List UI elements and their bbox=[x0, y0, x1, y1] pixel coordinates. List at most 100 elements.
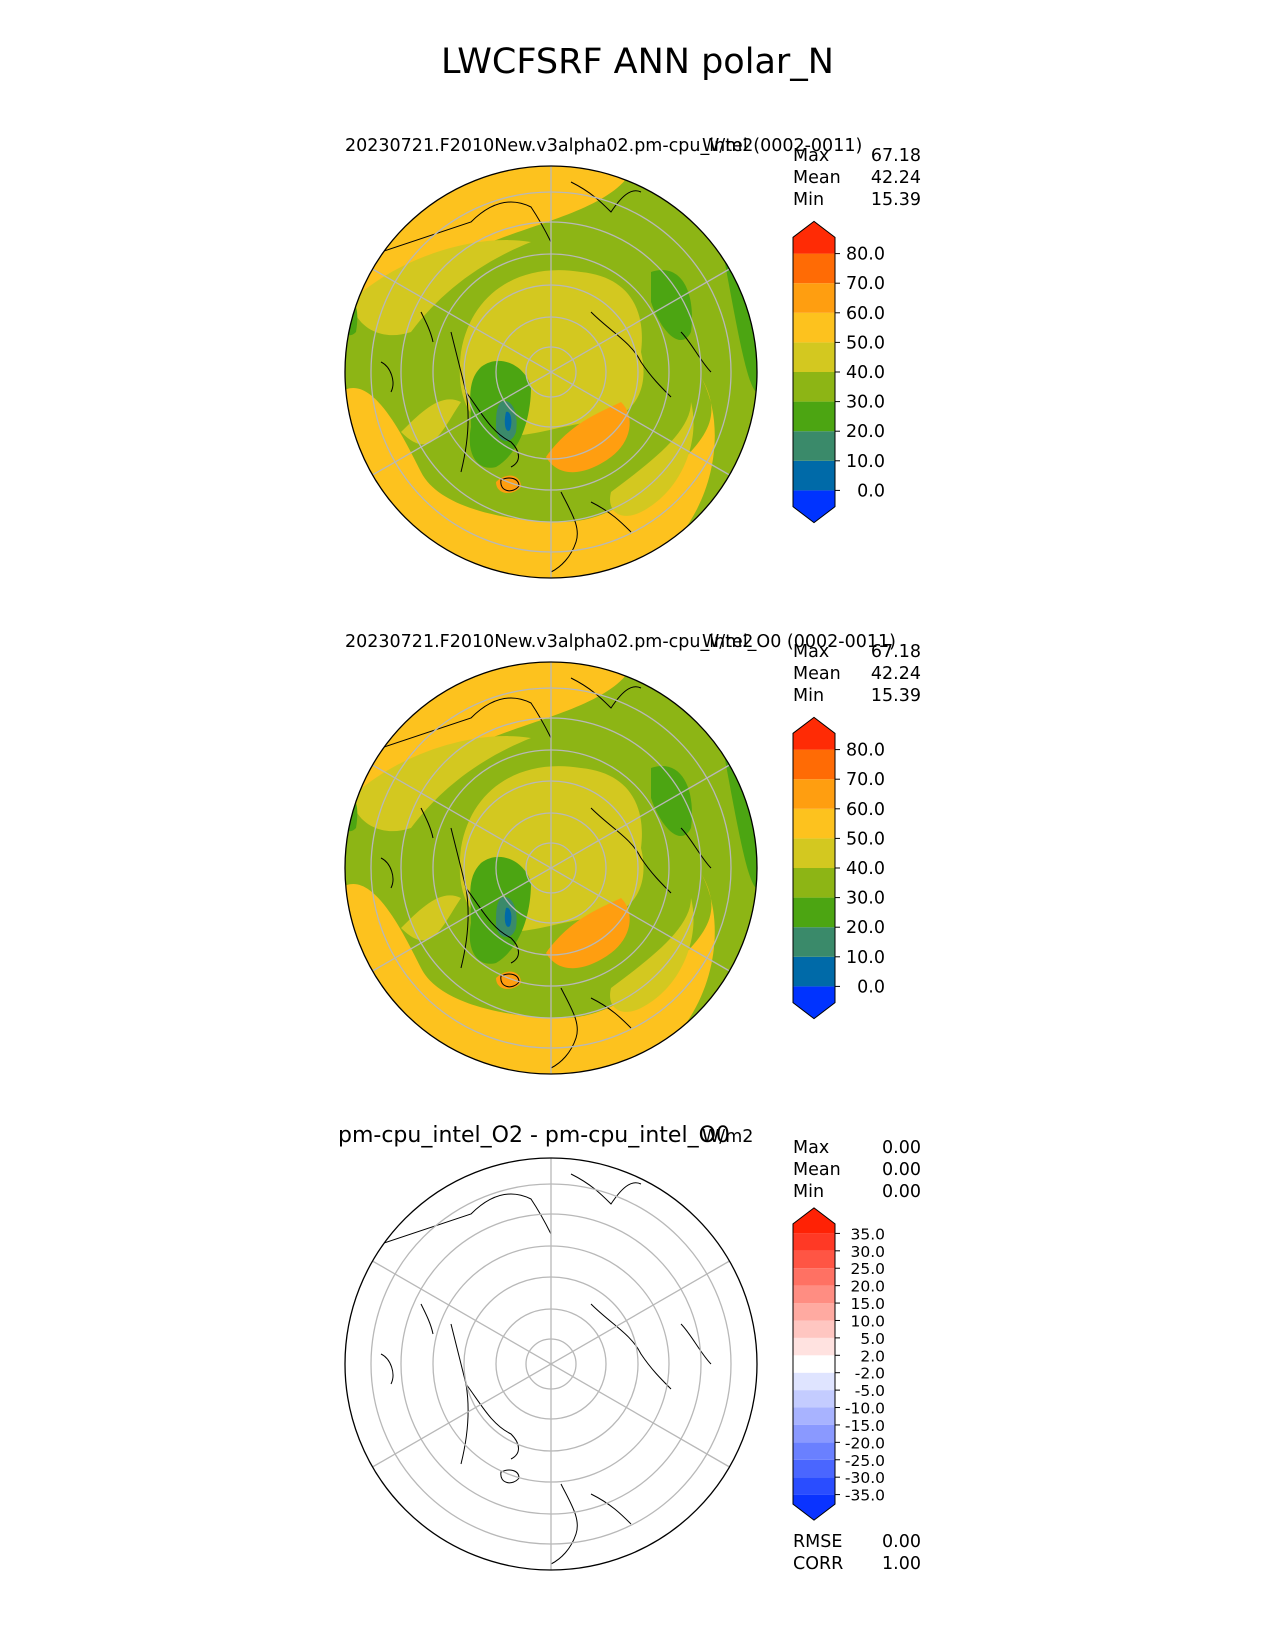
panel-3-colorbar-tick-label: -2.0 bbox=[855, 1365, 885, 1383]
panel-2-colorbar-tick-label: 0.0 bbox=[857, 977, 885, 997]
panel-3-colorbar-swatch bbox=[793, 1285, 835, 1304]
panel-3-metric-rmse-label: RMSE bbox=[793, 1532, 843, 1552]
panel-1-stat-max-value: 67.18 bbox=[870, 146, 921, 166]
panel-3-colorbar-tick-label: 5.0 bbox=[860, 1330, 885, 1348]
panel-2-stat-mean-label: Mean bbox=[793, 664, 841, 684]
panel-2-stat-min-value: 15.39 bbox=[870, 686, 921, 706]
panel-3-colorbar-tick-label: -15.0 bbox=[845, 1417, 885, 1435]
panel-3-colorbar-swatch bbox=[793, 1233, 835, 1251]
figure-title: LWCFSRF ANN polar_N bbox=[441, 42, 834, 82]
panel-2-colorbar-tick-label: 20.0 bbox=[846, 918, 885, 938]
panel-3-colorbar-tick-label: 35.0 bbox=[850, 1225, 885, 1243]
panel-3-colorbar-tick-label: -25.0 bbox=[845, 1452, 885, 1470]
panel-3-colorbar-swatch bbox=[793, 1442, 835, 1460]
panel-1-colorbar-swatch bbox=[793, 342, 835, 372]
panel-3-colorbar-swatch bbox=[793, 1320, 835, 1338]
panel-1-colorbar-outline bbox=[792, 220, 836, 524]
panel-1-map bbox=[344, 165, 758, 579]
panel-3-colorbar-swatch bbox=[793, 1407, 835, 1425]
panel-1-colorbar-tick-label: 40.0 bbox=[846, 363, 885, 383]
panel-2-colorbar-swatch bbox=[793, 717, 835, 750]
panel-3-colorbar: -35.0-30.0-25.0-20.0-15.0-10.0-5.0-2.02.… bbox=[792, 1207, 885, 1521]
panel-3-colorbar-tick-label: -35.0 bbox=[845, 1487, 885, 1505]
panel-1-stat-mean-value: 42.24 bbox=[870, 168, 921, 188]
panel-3-colorbar-swatch bbox=[793, 1477, 835, 1495]
panel-1-colorbar-tick-label: 0.0 bbox=[857, 481, 885, 501]
panel-3-colorbar-swatch bbox=[793, 1459, 835, 1478]
panel-1-colorbar-tick-label: 20.0 bbox=[846, 422, 885, 442]
panel-3-colorbar-tick-label: -10.0 bbox=[845, 1400, 885, 1418]
panel-3-stat-max-label: Max bbox=[793, 1138, 830, 1158]
panel-2-colorbar-tick-label: 50.0 bbox=[846, 829, 885, 849]
panel-1-colorbar-swatch bbox=[793, 312, 835, 343]
panel-2-colorbar-tick-label: 30.0 bbox=[846, 889, 885, 909]
panel-3-colorbar-swatch bbox=[793, 1268, 835, 1286]
panel-1-colorbar-swatch bbox=[793, 460, 835, 491]
panel-1-stat-max-label: Max bbox=[793, 146, 830, 166]
panel-3-metric-corr-label: CORR bbox=[793, 1554, 844, 1574]
panel-2-colorbar-tick-label: 40.0 bbox=[846, 859, 885, 879]
panel-2-colorbar-swatch bbox=[793, 897, 835, 928]
panel-1-colorbar: 0.0 10.0 20.0 30.0 40.0 50.0 60.0 70.0 80.0 bbox=[792, 220, 885, 524]
panel-1-colorbar-tick-label: 70.0 bbox=[846, 274, 885, 294]
panel-3-colorbar-tick-label: -20.0 bbox=[845, 1434, 885, 1452]
panel-3-metric-corr-value: 1.00 bbox=[882, 1554, 921, 1574]
panel-1-title: 20230721.F2010New.v3alpha02.pm-cpu_intel… bbox=[345, 136, 863, 156]
panel-2-colorbar-swatch bbox=[793, 956, 835, 987]
panel-3-colorbar-tick-label: 15.0 bbox=[850, 1295, 885, 1313]
panel-3-colorbar-tick-label: 2.0 bbox=[860, 1347, 885, 1365]
panel-1-colorbar-tick-label: 80.0 bbox=[846, 245, 885, 265]
panel-2-stat-max-label: Max bbox=[793, 642, 830, 662]
panel-3-colorbar-swatch bbox=[793, 1494, 835, 1521]
panel-3-colorbar-outline bbox=[792, 1207, 836, 1521]
panel-2-colorbar-tick-label: 70.0 bbox=[846, 770, 885, 790]
panel-3-colorbar-swatch bbox=[793, 1250, 835, 1269]
panel-1-stat-mean-label: Mean bbox=[793, 168, 841, 188]
panel-3-units: W/m2 bbox=[702, 1127, 754, 1147]
panel-3-stat-min-label: Min bbox=[793, 1182, 825, 1202]
panel-1-colorbar-tick-label: 60.0 bbox=[846, 304, 885, 324]
panel-2-colorbar-swatch bbox=[793, 986, 835, 1019]
panel-2-colorbar-swatch bbox=[793, 838, 835, 868]
panel-1-colorbar-swatch bbox=[793, 431, 835, 461]
panel-1-units: W/m2 bbox=[702, 136, 754, 156]
panel-3-map bbox=[344, 1157, 758, 1571]
panel-2-colorbar-swatch bbox=[793, 927, 835, 957]
panel-1-colorbar-swatch bbox=[793, 221, 835, 254]
panel-1-colorbar-swatch bbox=[793, 283, 835, 313]
panel-1-colorbar-tick-label: 50.0 bbox=[846, 333, 885, 353]
panel-3-stat-min-value: 0.00 bbox=[882, 1182, 921, 1202]
panel-3-colorbar-swatch bbox=[793, 1207, 835, 1234]
panel-1-colorbar-swatch bbox=[793, 401, 835, 432]
panel-1-stat-min-value: 15.39 bbox=[870, 190, 921, 210]
panel-1-colorbar-swatch bbox=[793, 490, 835, 523]
panel-3-colorbar-tick-label: 30.0 bbox=[850, 1243, 885, 1261]
panel-3-colorbar-swatch bbox=[793, 1355, 835, 1373]
panel-2-colorbar-tick-label: 10.0 bbox=[846, 948, 885, 968]
panel-3-colorbar-tick-label: -30.0 bbox=[845, 1469, 885, 1487]
panel-2-colorbar-swatch bbox=[793, 779, 835, 809]
panel-2-stat-mean-value: 42.24 bbox=[870, 664, 921, 684]
panel-2-stat-min-label: Min bbox=[793, 686, 825, 706]
panel-1-colorbar-swatch bbox=[793, 253, 835, 284]
panel-3-colorbar-tick-label: -5.0 bbox=[855, 1382, 885, 1400]
panel-3-colorbar-swatch bbox=[793, 1424, 835, 1443]
panel-3-stat-mean-value: 0.00 bbox=[882, 1160, 921, 1180]
panel-1-colorbar-tick-label: 30.0 bbox=[846, 393, 885, 413]
panel-2-colorbar-swatch bbox=[793, 868, 835, 898]
panel-2-colorbar-tick-label: 80.0 bbox=[846, 741, 885, 761]
panel-2-colorbar: 0.0 10.0 20.0 30.0 40.0 50.0 60.0 70.0 80.0 bbox=[792, 716, 885, 1020]
panel-2-colorbar-swatch bbox=[793, 749, 835, 780]
panel-2-title: 20230721.F2010New.v3alpha02.pm-cpu_intel… bbox=[345, 632, 896, 652]
panel-3-colorbar-tick-label: 10.0 bbox=[850, 1312, 885, 1330]
panel-2-colorbar-outline bbox=[792, 716, 836, 1020]
panel-2-map bbox=[344, 661, 758, 1075]
panel-3-colorbar-swatch bbox=[793, 1390, 835, 1408]
panel-3-stat-mean-label: Mean bbox=[793, 1160, 841, 1180]
panel-3-stat-max-value: 0.00 bbox=[882, 1138, 921, 1158]
panel-2-stat-max-value: 67.18 bbox=[870, 642, 921, 662]
panel-3-colorbar-tick-label: 20.0 bbox=[850, 1278, 885, 1296]
panel-2-colorbar-swatch bbox=[793, 808, 835, 839]
panel-2-units: W/m2 bbox=[702, 632, 754, 652]
